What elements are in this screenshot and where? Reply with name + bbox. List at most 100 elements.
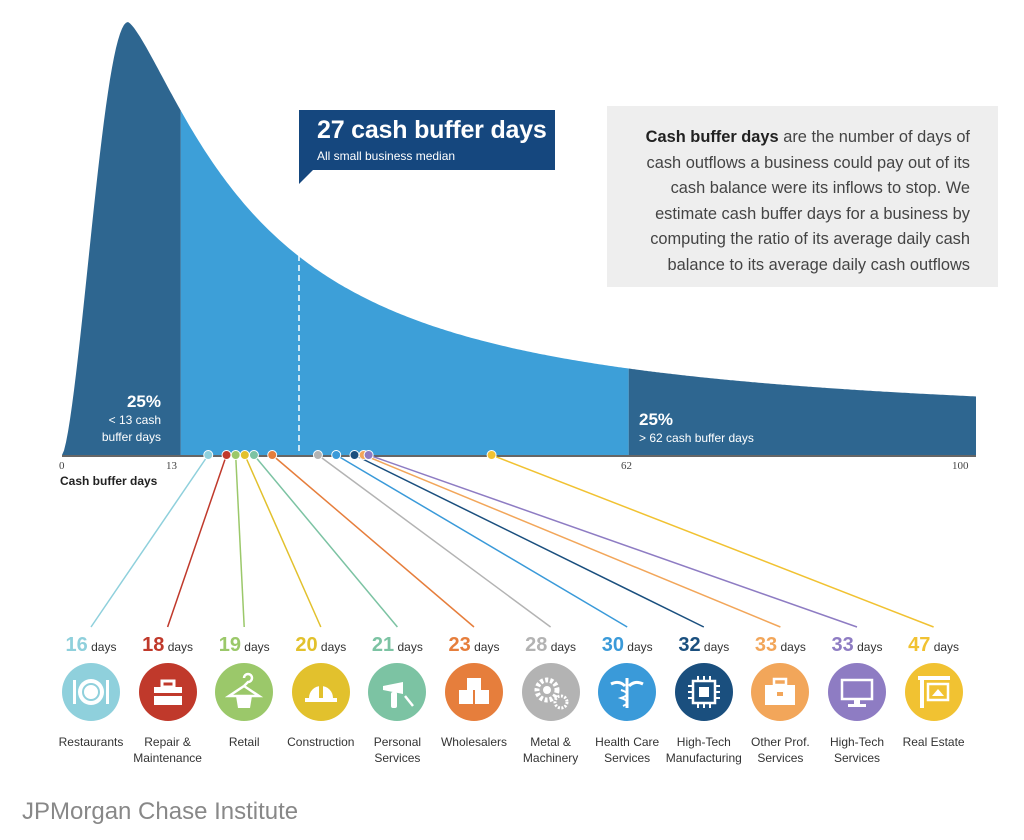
industry-days-value: 18	[142, 634, 165, 656]
hard-hat-icon	[291, 663, 350, 721]
industry-name: Restaurants	[58, 735, 124, 749]
industry-dot	[349, 450, 360, 460]
source-footer: JPMorgan Chase Institute	[22, 798, 299, 825]
clothes-hanger-icon	[215, 663, 274, 721]
industry-dots	[203, 450, 497, 460]
industry-days-unit: days	[394, 640, 423, 654]
leader-line	[354, 454, 705, 628]
industry-dot	[267, 450, 278, 460]
upper-tail-area	[628, 368, 976, 455]
median-title: 27 cash buffer days	[317, 116, 547, 144]
toolbox-icon	[138, 663, 197, 721]
upper-quartile-label: 25% > 62 cash buffer days	[639, 410, 754, 447]
industry-dot	[363, 450, 374, 460]
industry-days: 21 days	[355, 634, 439, 657]
industry-dot	[331, 450, 342, 460]
industry-dot	[203, 450, 214, 460]
upper-quartile-percent: 25%	[639, 410, 674, 429]
industry-days-unit: days	[547, 640, 577, 654]
industry-days: 28 days	[509, 634, 593, 657]
industry-item: 18 days Repair & Maintenance	[126, 634, 210, 766]
leader-line	[317, 454, 552, 628]
industry-days: 19 days	[202, 634, 286, 657]
industry-days-unit: days	[930, 640, 960, 654]
industry-item: 20 days Construction	[279, 634, 363, 750]
gears-icon	[521, 663, 580, 721]
industry-days-unit: days	[470, 640, 500, 654]
industry-item: 19 days Retail	[202, 634, 286, 750]
leader-line	[368, 454, 858, 628]
industry-days-value: 21	[371, 634, 395, 656]
industry-dot	[312, 450, 323, 460]
x-tick-13: 13	[166, 460, 177, 472]
leader-line	[253, 454, 398, 628]
industry-name: Metal & Machinery	[522, 735, 579, 765]
industry-days-value: 20	[295, 634, 318, 656]
lower-quartile-label: 25% < 13 cash buffer days	[97, 392, 161, 446]
leader-line	[234, 454, 245, 628]
leader-line	[244, 454, 322, 628]
leader-line	[90, 454, 209, 628]
industry-days: 33 days	[738, 634, 822, 657]
industry-days: 16 days	[49, 634, 133, 657]
house-sign-icon	[904, 663, 963, 721]
leader-line	[363, 454, 781, 628]
industry-days-value: 16	[65, 634, 88, 656]
industry-name: Wholesalers	[440, 735, 508, 749]
callout-pointer	[299, 170, 313, 184]
definition-term: Cash buffer days	[645, 128, 779, 146]
distribution-chart	[62, 22, 976, 628]
industry-item: 33 days High-Tech Services	[815, 634, 899, 766]
industry-days: 47 days	[892, 634, 976, 657]
industry-days-value: 32	[678, 634, 701, 656]
industry-item: 32 days High-Tech Manufacturing	[662, 634, 746, 766]
median-subtitle: All small business median	[317, 149, 456, 163]
caduceus-icon	[598, 663, 657, 721]
upper-quartile-text: > 62 cash buffer days	[639, 431, 754, 445]
boxes-icon	[445, 663, 503, 721]
industry-name: High-Tech Services	[829, 735, 885, 765]
leader-lines	[90, 454, 934, 628]
industry-dot	[248, 450, 259, 460]
leader-line	[166, 454, 228, 628]
industry-name: Health Care Services	[595, 735, 660, 765]
leader-line	[491, 454, 934, 628]
industry-name: High-Tech Manufacturing	[665, 735, 742, 765]
industry-days-unit: days	[164, 640, 194, 654]
industry-name: Real Estate	[902, 735, 965, 749]
industry-name: Personal Services	[373, 735, 422, 765]
industry-days-unit: days	[623, 640, 653, 654]
computer-icon	[828, 663, 886, 721]
industry-days-value: 23	[448, 634, 471, 656]
industry-days: 33 days	[815, 634, 899, 657]
hair-dryer-icon	[368, 663, 427, 721]
industry-days-value: 47	[908, 634, 931, 656]
industry-item: 33 days Other Prof. Services	[738, 634, 822, 766]
x-tick-62: 62	[621, 460, 632, 472]
industry-item: 21 days Personal Services	[355, 634, 439, 766]
microchip-icon	[674, 663, 733, 721]
briefcase-icon	[751, 663, 810, 721]
distribution-area	[62, 22, 976, 456]
leader-line	[271, 454, 475, 628]
leader-line	[335, 454, 628, 628]
industry-days-value: 33	[754, 634, 778, 656]
industry-days: 32 days	[662, 634, 746, 657]
industry-name: Retail	[228, 735, 260, 749]
lower-quartile-percent: 25%	[126, 392, 161, 411]
definition-text: are the number of days of cash outflows …	[646, 128, 970, 274]
industry-days-value: 28	[525, 634, 548, 656]
industry-item: 47 days Real Estate	[892, 634, 976, 750]
industry-days: 30 days	[585, 634, 669, 657]
industry-days-unit: days	[853, 640, 883, 654]
industry-dot	[239, 450, 250, 460]
industry-name: Other Prof. Services	[751, 735, 810, 765]
x-axis-title: Cash buffer days	[60, 474, 158, 488]
industry-days-value: 19	[218, 634, 241, 656]
x-tick-100: 100	[952, 460, 969, 472]
industry-days-unit: days	[240, 640, 270, 654]
industry-days-unit: days	[777, 640, 806, 654]
x-tick-0: 0	[59, 460, 65, 472]
industry-days: 23 days	[432, 634, 516, 657]
industry-dot	[221, 450, 232, 460]
